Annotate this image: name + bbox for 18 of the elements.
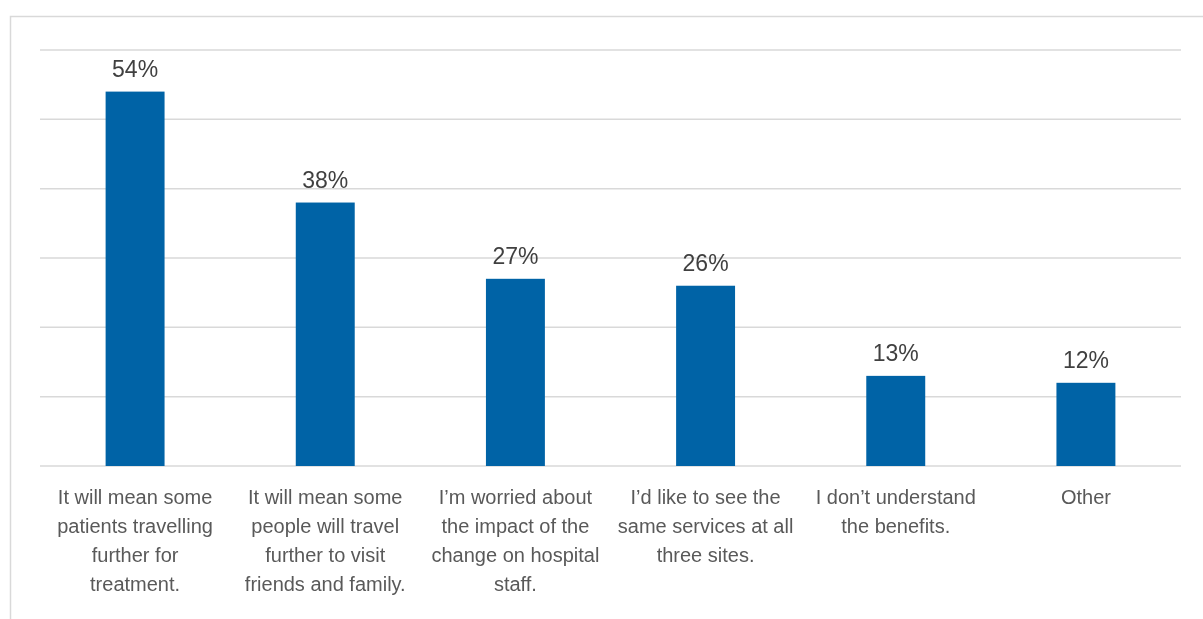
x-tick-label: It will mean some people will travel further to visit friends and family. bbox=[244, 486, 406, 595]
data-label: 13% bbox=[872, 339, 919, 366]
bar bbox=[1056, 382, 1116, 466]
x-tick-label: Other bbox=[1060, 486, 1112, 508]
x-tick-label: It will mean some patients travelling further for treatment. bbox=[57, 486, 213, 595]
x-tick-label: I don’t understand the benefits. bbox=[815, 486, 976, 537]
bar bbox=[676, 285, 736, 466]
data-label: 54% bbox=[112, 55, 159, 82]
data-label: 26% bbox=[682, 249, 729, 276]
bar bbox=[866, 375, 926, 466]
data-label: 12% bbox=[1062, 346, 1109, 373]
bar bbox=[485, 278, 545, 466]
bar bbox=[105, 91, 165, 466]
x-tick-label: I’m worried about the impact of the change on hospital staff. bbox=[431, 486, 600, 595]
data-label: 27% bbox=[492, 242, 539, 269]
data-label: 38% bbox=[302, 166, 349, 193]
x-tick-label: I’d like to see the same services at all three sites. bbox=[617, 486, 794, 566]
bar bbox=[295, 202, 355, 466]
